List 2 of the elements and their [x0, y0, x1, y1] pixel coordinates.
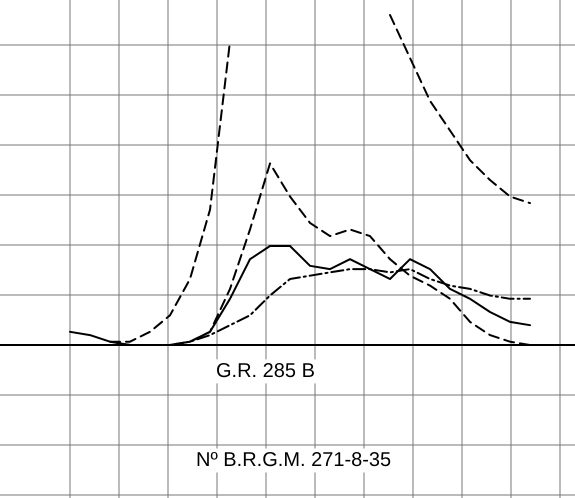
text: Nº B.R.G.M. 271-8-35 — [196, 449, 392, 472]
text: G.R. 285 B — [216, 360, 315, 382]
